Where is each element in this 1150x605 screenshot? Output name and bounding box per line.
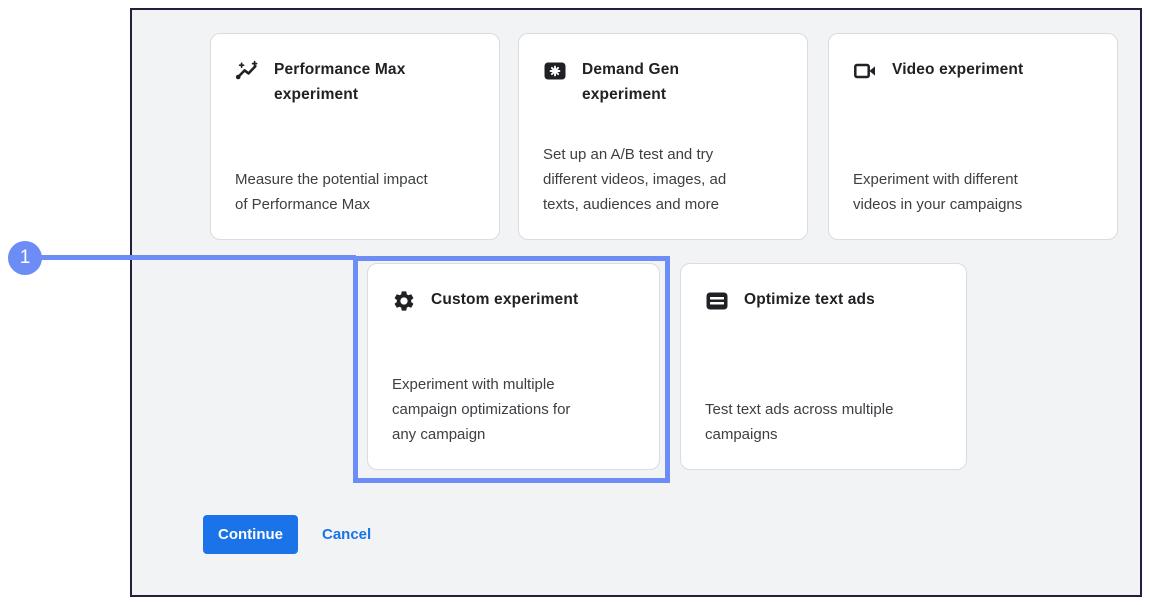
card-header: Custom experiment (392, 287, 635, 313)
card-description: Experiment with multiple campaign optimi… (392, 376, 571, 443)
starburst-icon (543, 59, 567, 83)
card-optimize-text-ads[interactable]: Optimize text ads Test text ads across m… (680, 263, 967, 470)
card-title: Video experiment (892, 61, 1024, 78)
card-demand-gen-experiment[interactable]: Demand Gen experiment Set up an A/B test… (518, 33, 808, 240)
card-header: Video experiment (853, 57, 1093, 83)
card-video-experiment[interactable]: Video experiment Experiment with differe… (828, 33, 1118, 240)
experiment-type-dialog: Performance Max experiment Measure the p… (130, 8, 1142, 597)
card-performance-max-experiment[interactable]: Performance Max experiment Measure the p… (210, 33, 500, 240)
annotation-connector-line (40, 255, 356, 260)
annotation-step-badge: 1 (8, 241, 42, 275)
card-description: Measure the potential impact of Performa… (235, 171, 428, 213)
card-title: Demand Gen experiment (582, 61, 680, 103)
card-description: Experiment with different videos in your… (853, 171, 1023, 213)
card-description: Set up an A/B test and try different vid… (543, 146, 727, 213)
card-header: Optimize text ads (705, 287, 942, 313)
text-ad-icon (705, 289, 729, 313)
card-title: Performance Max experiment (274, 61, 406, 103)
continue-button[interactable]: Continue (203, 515, 298, 554)
video-camera-icon (853, 59, 877, 83)
card-header: Demand Gen experiment (543, 57, 783, 107)
trend-sparkline-icon (235, 59, 259, 83)
card-custom-experiment[interactable]: Custom experiment Experiment with multip… (367, 263, 660, 470)
card-header: Performance Max experiment (235, 57, 475, 107)
card-description: Test text ads across multiple campaigns (705, 401, 894, 443)
card-title: Optimize text ads (744, 291, 875, 308)
card-title: Custom experiment (431, 291, 579, 308)
cancel-link[interactable]: Cancel (322, 526, 372, 543)
gear-icon (392, 289, 416, 313)
